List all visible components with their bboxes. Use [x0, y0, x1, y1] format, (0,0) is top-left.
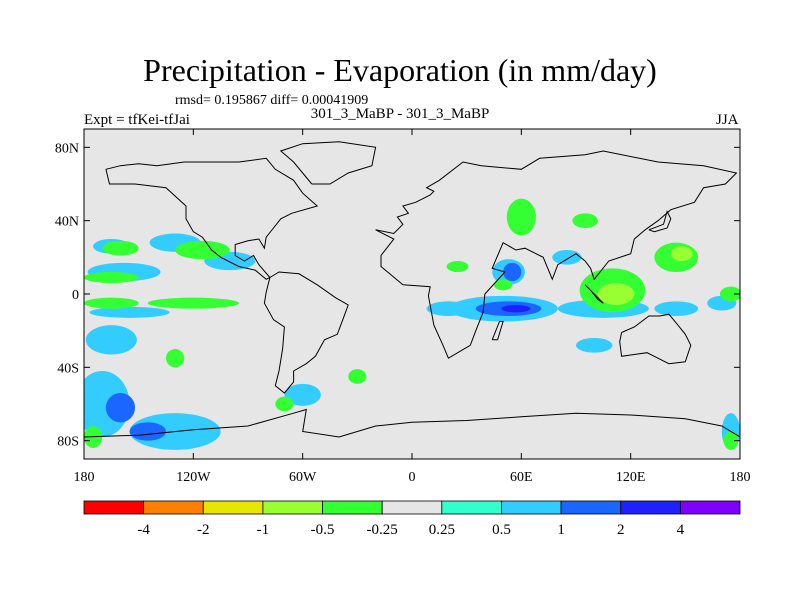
coastline-5 [279, 141, 377, 185]
colorbar-label: 4 [677, 522, 685, 538]
x-tick-label: 120E [616, 470, 646, 485]
anomaly-patch-39 [723, 431, 739, 450]
coastline-2 [263, 271, 349, 394]
y-tick-label: 80N [55, 141, 79, 156]
anomaly-patch-33 [506, 198, 536, 236]
colorbar-label: 2 [617, 522, 625, 538]
anomaly-patch-16 [552, 250, 582, 265]
anomaly-patch-41 [670, 246, 693, 261]
axis-ticks: 180 120W 60W 0 60E 120E 180 80N 40N 0 40S 80S [55, 129, 751, 485]
x-tick-label: 0 [409, 470, 416, 485]
colorbar-label: -0.25 [367, 522, 398, 538]
anomaly-patch-22 [501, 305, 531, 313]
anomaly-patch-31 [275, 396, 294, 412]
anomaly-patch-19 [129, 422, 166, 441]
x-tick-label: 180 [730, 470, 751, 485]
anomaly-patch-32 [446, 261, 469, 272]
anomaly-patch-26 [147, 297, 239, 309]
coastline-1 [105, 157, 319, 280]
chart-subtitle: 301_3_MaBP - 301_3_MaBP [310, 106, 490, 122]
anomaly-patch-28 [166, 349, 185, 368]
y-tick-label: 80S [57, 435, 79, 450]
colorbar-box-2 [202, 500, 264, 515]
colorbar-box-0 [83, 500, 145, 515]
anomaly-patch-13 [654, 301, 699, 316]
chart-title: Precipitation - Evaporation (in mm/day) [143, 52, 657, 88]
anomaly-patch-38 [494, 279, 513, 291]
anomaly-patch-25 [102, 240, 139, 256]
x-tick-label: 60E [510, 470, 533, 485]
coastline-6 [491, 321, 504, 341]
x-tick-label: 180 [74, 470, 95, 485]
colorbar-label: 1 [557, 522, 565, 538]
colorbar-box-6 [441, 500, 502, 515]
anomaly-patch-8 [284, 383, 321, 406]
colorbar-box-5 [381, 500, 443, 515]
anomaly-patch-18 [105, 393, 136, 423]
colorbar-box-4 [322, 500, 383, 515]
x-tick-label: 120W [176, 470, 211, 485]
anomaly-patch-37 [719, 286, 740, 302]
x-tick-label: 60W [289, 470, 317, 485]
anomaly-patch-27 [84, 297, 139, 309]
coastline-4 [84, 408, 740, 438]
anomaly-patch-24 [175, 240, 230, 260]
coastline-3 [619, 313, 692, 365]
anomaly-patch-30 [348, 369, 367, 384]
anomaly-patch-40 [597, 283, 635, 305]
experiment-label: Expt = tfKei-tfJai [84, 112, 190, 128]
colorbar-label: -2 [197, 522, 210, 538]
colorbar-box-7 [501, 500, 562, 515]
anomaly-patch-15 [576, 338, 613, 353]
colorbar-box-9 [620, 500, 681, 515]
coastlines [84, 141, 740, 438]
colorbar-box-1 [143, 500, 204, 515]
anomaly-patch-34 [572, 213, 598, 229]
colorbar-box-10 [679, 500, 741, 515]
y-tick-label: 40S [57, 361, 79, 376]
anomaly-patch-4 [89, 306, 170, 318]
season-label: JJA [716, 112, 739, 128]
y-tick-label: 0 [72, 288, 79, 303]
colorbar-label: 0.5 [492, 522, 511, 538]
colorbar-box-3 [262, 500, 323, 515]
rmsd-diff-stats: rmsd= 0.195867 diff= 0.00041909 [175, 93, 369, 108]
colorbar-label: 0.25 [429, 522, 455, 538]
colorbar-label: -1 [257, 522, 270, 538]
anomaly-patch-23 [84, 272, 139, 283]
colorbar: -4 -2 -1 -0.5 -0.25 0.25 0.5 1 2 4 [83, 500, 741, 538]
coastline-0 [375, 150, 738, 359]
colorbar-label: -4 [137, 522, 150, 538]
colorbar-box-8 [560, 500, 622, 515]
coastline-7 [584, 284, 604, 304]
colorbar-label: -0.5 [311, 522, 335, 538]
anomaly-patch-5 [85, 325, 137, 355]
anomaly-patch-21 [503, 262, 522, 282]
coastline-8 [648, 210, 672, 233]
y-tick-label: 40N [55, 215, 79, 230]
anomaly-patch-10 [426, 301, 471, 316]
